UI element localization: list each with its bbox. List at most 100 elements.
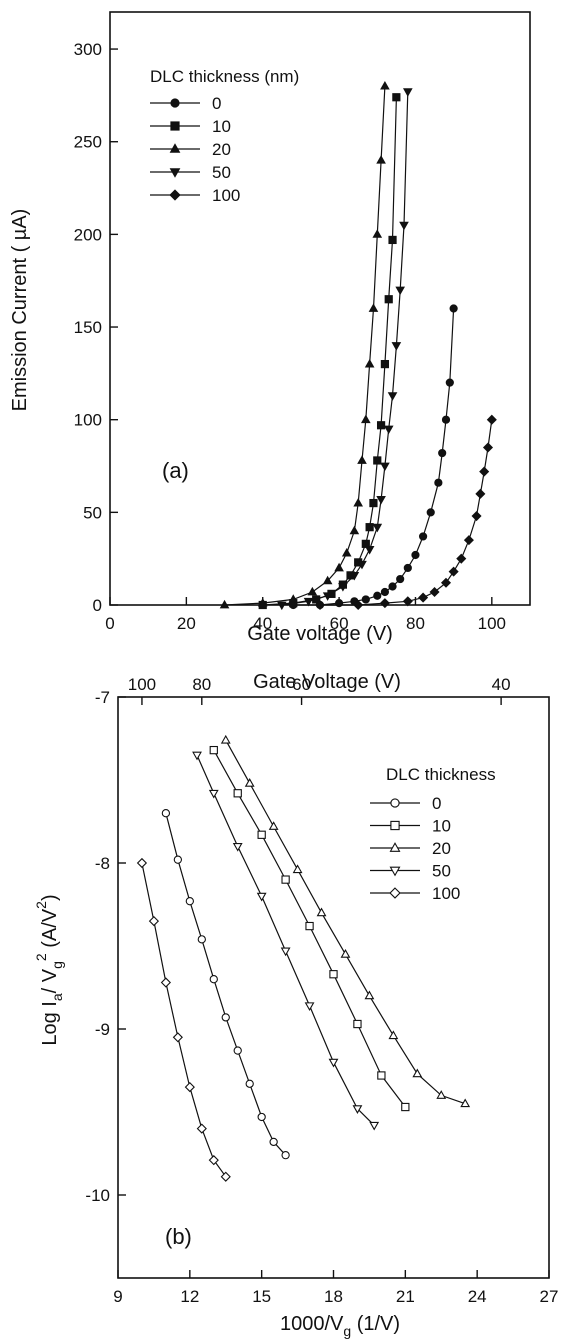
b-point-0-3 — [197, 935, 206, 944]
b-point-10-3 — [281, 875, 290, 884]
b-series-line-0 — [165, 813, 287, 1156]
b-point-0-4 — [209, 975, 218, 984]
a-point-50-0 — [277, 601, 287, 611]
b-point-0-0 — [161, 809, 171, 818]
b-point-0-2 — [185, 897, 194, 906]
b-point-20-10 — [460, 1098, 471, 1108]
b-x-tick-label-4: 21 — [396, 1287, 415, 1306]
a-point-10-12 — [380, 359, 390, 369]
a-point-20-2 — [288, 594, 299, 603]
b-point-100-5 — [196, 1123, 207, 1134]
a-point-0-9 — [403, 563, 412, 573]
b-series-line-100 — [141, 862, 227, 1178]
b-point-50-0 — [192, 751, 202, 761]
b-point-20-3 — [292, 864, 303, 874]
b-point-20-0 — [220, 734, 231, 744]
a-point-50-10 — [383, 425, 394, 435]
b-series-line-20 — [225, 739, 466, 1105]
b-point-100-3 — [172, 1032, 183, 1043]
a-point-100-3 — [402, 596, 413, 607]
panel-b: (b) Gate Voltage (V) 1000/Vg (1/V) Log I… — [33, 671, 558, 1339]
a-y-tick-label-1: 50 — [83, 503, 102, 522]
b-legend-marker-10 — [390, 820, 400, 831]
b-point-20-7 — [388, 1030, 399, 1040]
a-point-50-14 — [399, 221, 409, 231]
b-point-0-6 — [233, 1046, 242, 1055]
a-point-50-3 — [338, 583, 348, 592]
a-y-tick-label-4: 200 — [74, 225, 102, 244]
a-point-0-13 — [434, 478, 443, 487]
a-point-100-0 — [314, 599, 326, 611]
b-point-20-8 — [412, 1068, 423, 1078]
panel-b-x-axis-label: 1000/Vg (1/V) — [280, 1313, 400, 1339]
a-point-100-12 — [479, 466, 490, 477]
a-point-0-2 — [334, 599, 344, 608]
b-point-0-9 — [269, 1137, 278, 1147]
a-y-tick-label-5: 250 — [74, 133, 102, 152]
b-legend-label-20: 20 — [432, 839, 451, 858]
a-point-50-2 — [322, 592, 333, 601]
a-point-10-9 — [369, 498, 378, 508]
b-point-50-2 — [232, 842, 243, 852]
panel-a-x-axis-label: Gate voltage (V) — [247, 623, 393, 645]
panel-a-legend-title: DLC thickness (nm) — [150, 67, 299, 86]
b-point-20-5 — [340, 949, 351, 958]
a-legend-label-0: 0 — [212, 94, 221, 113]
a-point-20-12 — [368, 303, 379, 312]
a-point-50-4 — [349, 571, 360, 581]
a-point-50-15 — [403, 88, 413, 97]
a-point-10-13 — [384, 295, 393, 304]
a-point-20-1 — [257, 597, 268, 607]
b-point-0-5 — [221, 1013, 230, 1022]
b-legend-marker-100 — [389, 887, 401, 899]
b-point-50-4 — [280, 947, 291, 957]
a-x-tick-label-0: 0 — [105, 614, 114, 633]
a-point-100-6 — [440, 577, 452, 588]
a-point-10-8 — [365, 523, 374, 532]
a-point-20-8 — [353, 497, 363, 507]
b-point-50-8 — [369, 1121, 380, 1131]
b-point-50-5 — [304, 1002, 315, 1012]
panel-a: (a) Gate voltage (V) Emission Current ( … — [9, 11, 531, 645]
b-x-tick-label-3: 18 — [324, 1287, 343, 1306]
a-point-0-4 — [361, 595, 370, 604]
b-y-tick-label-0: -10 — [85, 1186, 110, 1205]
a-point-100-10 — [471, 511, 482, 522]
b-y-tick-label-1: -9 — [95, 1020, 110, 1039]
b-legend-label-50: 50 — [432, 862, 451, 881]
a-point-100-5 — [429, 587, 440, 598]
b-y-tick-label-3: -7 — [95, 688, 110, 707]
a-point-100-4 — [418, 592, 429, 603]
b-point-20-6 — [364, 990, 375, 1000]
a-y-tick-label-2: 100 — [74, 411, 102, 430]
a-point-20-10 — [361, 414, 371, 424]
b-point-20-2 — [268, 821, 279, 830]
b-legend-marker-20 — [389, 842, 401, 852]
b-point-10-0 — [209, 745, 218, 755]
b-legend-marker-50 — [389, 866, 401, 877]
a-series-10 — [258, 93, 401, 610]
a-point-20-9 — [357, 455, 367, 464]
a-series-20 — [219, 80, 390, 609]
a-point-50-11 — [387, 392, 398, 401]
b-point-100-2 — [160, 977, 171, 988]
b-point-10-1 — [233, 789, 242, 798]
a-point-100-2 — [379, 598, 390, 609]
b-point-10-5 — [329, 970, 338, 979]
a-legend-label-100: 100 — [212, 186, 240, 205]
a-x-tick-label-3: 60 — [330, 614, 349, 633]
a-legend-label-10: 10 — [212, 117, 231, 136]
b-point-50-7 — [352, 1105, 363, 1114]
a-y-tick-label-0: 0 — [93, 596, 102, 615]
a-point-0-8 — [396, 574, 405, 584]
a-legend-marker-100 — [169, 189, 181, 201]
a-point-20-13 — [372, 229, 383, 238]
b-point-100-7 — [220, 1171, 231, 1182]
panel-b-legend-title: DLC thickness — [386, 765, 496, 784]
a-point-50-5 — [357, 560, 367, 570]
b-legend-label-10: 10 — [432, 817, 451, 836]
a-point-0-12 — [426, 508, 435, 517]
b-point-20-1 — [244, 778, 255, 787]
a-point-10-14 — [388, 235, 397, 245]
